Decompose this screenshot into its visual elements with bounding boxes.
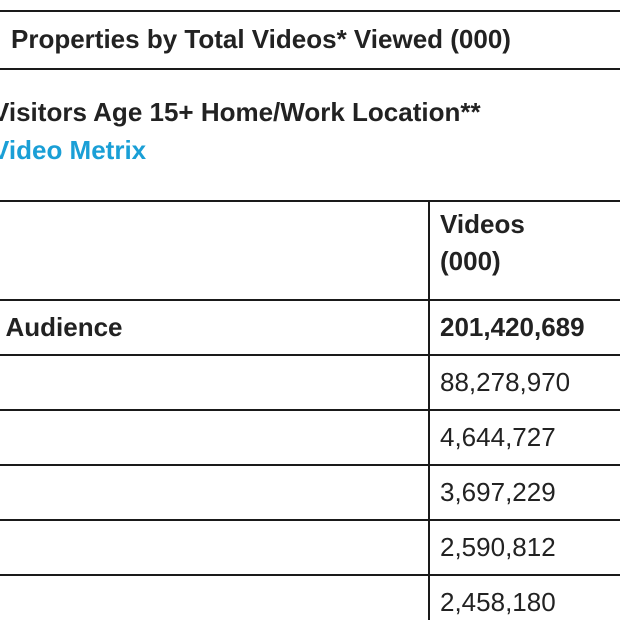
report-meta: Visitors Age 15+ Home/Work Location** Vi… [0,68,620,202]
source-link[interactable]: Video Metrix [0,135,147,165]
row-label-cell [0,354,430,411]
table-row-total: l Audience 201,420,689 [0,299,620,356]
row-label-cell [0,409,430,466]
table-wrapper: Properties by Total Videos* Viewed (000)… [0,10,620,620]
table-row: 3,697,229 [0,464,620,521]
report-subtitle: Visitors Age 15+ Home/Work Location** [0,97,481,127]
header-videos-label: Videos [440,209,525,239]
row-value-cell: 4,644,727 [428,409,620,466]
row-value-cell: 2,590,812 [428,519,620,576]
row-label-cell [0,519,430,576]
row-value-cell: 88,278,970 [428,354,620,411]
column-header-row: Videos (000) [0,200,620,301]
table-row: 88,278,970 [0,354,620,411]
header-videos-unit: (000) [440,246,501,276]
row-value-cell: 3,697,229 [428,464,620,521]
table-row: 2,590,812 [0,519,620,576]
total-label-cell: l Audience [0,299,430,356]
row-label-cell [0,464,430,521]
title-row: Properties by Total Videos* Viewed (000) [0,10,620,70]
table-row: 4,644,727 [0,409,620,466]
report-title: Properties by Total Videos* Viewed (000) [0,10,620,70]
row-label-cell [0,574,430,620]
row-value-cell: 2,458,180 [428,574,620,620]
report-table: Properties by Total Videos* Viewed (000)… [0,10,620,620]
meta-row: Visitors Age 15+ Home/Work Location** Vi… [0,68,620,202]
table-row: 2,458,180 [0,574,620,620]
header-property-cell [0,200,430,301]
total-value-cell: 201,420,689 [428,299,620,356]
header-videos-cell: Videos (000) [428,200,620,301]
meta-content: Visitors Age 15+ Home/Work Location** Vi… [0,71,619,169]
